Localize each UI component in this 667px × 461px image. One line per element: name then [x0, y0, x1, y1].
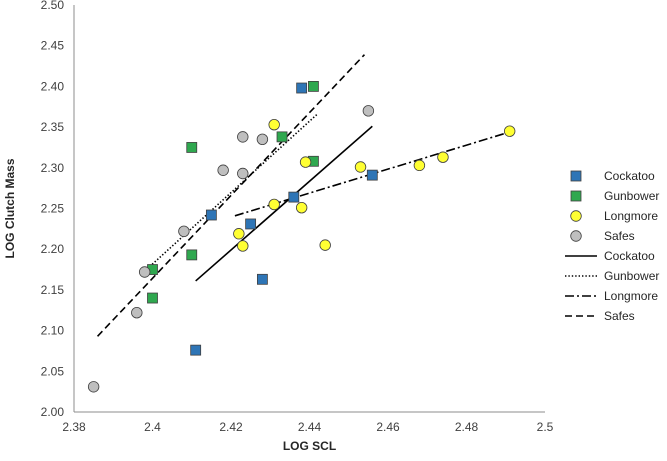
point-longmore: [268, 118, 280, 131]
point-gunbower: [276, 131, 288, 143]
x-tick-labels: 2.38 2.4 2.42 2.44 2.46 2.48 2.5: [62, 420, 553, 434]
point-safes: [237, 131, 249, 143]
y-tick-label: 2.35: [41, 120, 65, 134]
trendlines: [96, 54, 510, 337]
y-tick-label: 2.40: [41, 79, 65, 93]
point-cockatoo: [205, 209, 217, 221]
point-longmore: [299, 156, 312, 168]
trendline-gunbower: [144, 113, 318, 272]
legend-label-safes: Safes: [604, 229, 635, 243]
x-tick-label: 2.48: [455, 420, 479, 434]
point-cockatoo: [190, 344, 202, 356]
point-cockatoo: [366, 169, 378, 181]
point-longmore: [268, 198, 280, 211]
legend-marker-longmore: [570, 210, 582, 222]
y-tick-label: 2.50: [41, 0, 65, 12]
y-tick-label: 2.30: [41, 161, 65, 175]
x-axis-title: LOG SCL: [283, 439, 336, 453]
point-cockatoo: [245, 218, 257, 230]
point-safes: [138, 266, 151, 278]
legend-label-gunbower: Gunbower: [604, 189, 659, 203]
legend-label-safes-trend: Safes: [604, 309, 635, 323]
y-tick-label: 2.45: [41, 39, 65, 53]
point-longmore: [295, 201, 308, 214]
point-gunbower: [186, 142, 198, 153]
point-cockatoo: [288, 191, 300, 203]
point-cockatoo: [256, 273, 268, 285]
point-safes: [217, 164, 229, 176]
point-gunbower: [147, 292, 158, 304]
point-longmore: [413, 159, 426, 172]
point-gunbower: [186, 249, 198, 261]
point-longmore: [354, 161, 367, 173]
point-longmore: [503, 125, 516, 137]
y-tick-label: 2.20: [41, 242, 65, 256]
point-gunbower: [308, 81, 319, 92]
legend-label-longmore-trend: Longmore: [604, 289, 658, 303]
y-tick-label: 2.15: [41, 283, 65, 297]
point-safes: [362, 105, 375, 117]
x-tick-label: 2.46: [376, 420, 400, 434]
legend-marker-gunbower: [570, 190, 582, 202]
y-tick-labels: 2.00 2.05 2.10 2.15 2.20 2.25 2.30 2.35 2.40 2.45…: [41, 0, 65, 419]
x-tick-label: 2.4: [144, 420, 161, 434]
point-safes: [131, 306, 143, 319]
y-tick-label: 2.10: [41, 324, 65, 338]
trendline-safes: [96, 54, 366, 337]
point-longmore: [237, 240, 249, 252]
data-points: [87, 81, 516, 393]
point-safes: [256, 133, 269, 146]
point-safes: [237, 167, 249, 180]
y-tick-label: 2.25: [41, 202, 65, 216]
point-safes: [87, 381, 100, 393]
legend-marker-safes: [570, 230, 582, 242]
y-tick-label: 2.05: [41, 364, 65, 378]
legend-label-gunbower-trend: Gunbower: [604, 269, 659, 283]
x-tick-label: 2.42: [219, 420, 243, 434]
y-tick-label: 2.00: [41, 405, 65, 419]
legend-label-cockatoo-trend: Cockatoo: [604, 249, 655, 263]
point-safes: [178, 225, 190, 237]
point-longmore: [233, 228, 245, 240]
trendline-cockatoo: [195, 125, 373, 282]
point-longmore: [437, 151, 449, 163]
x-tick-label: 2.44: [298, 420, 322, 434]
legend-label-longmore: Longmore: [604, 209, 658, 223]
point-longmore: [319, 239, 331, 251]
y-axis-title: LOG Clutch Mass: [3, 158, 17, 258]
axes: [73, 5, 545, 413]
point-cockatoo: [296, 82, 308, 94]
legend: Cockatoo Gunbower Longmore Safes Cockatoo Gun…: [565, 169, 659, 323]
x-tick-label: 2.5: [537, 420, 554, 434]
x-tick-label: 2.38: [62, 420, 86, 434]
legend-marker-cockatoo: [570, 170, 582, 182]
legend-label-cockatoo: Cockatoo: [604, 169, 655, 183]
